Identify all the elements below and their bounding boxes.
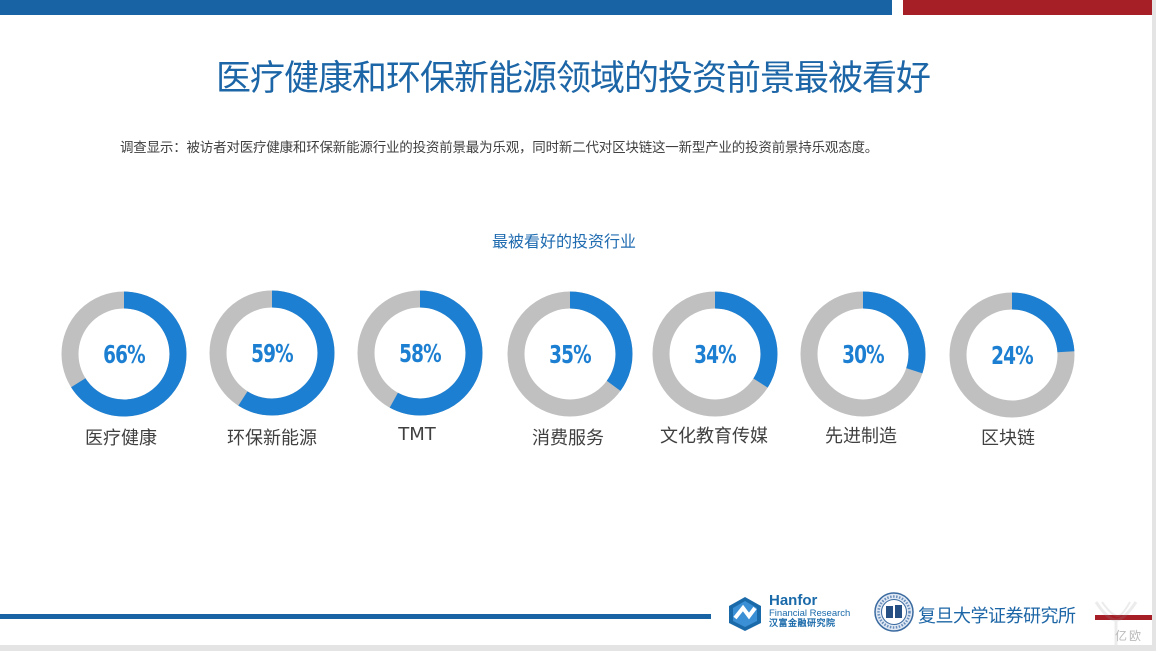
donut-arc-graphic [507,291,633,417]
donut-ring: 66% [61,291,187,417]
donut-value-arc [61,291,187,417]
donut-arc-graphic [949,292,1075,418]
chart-title: 最被看好的投资行业 [491,232,636,251]
fudan-institute-name: 复旦大学证券研究所 [918,606,1076,627]
top-accent-bar-red [903,0,1152,15]
donut-value-arc [652,291,778,417]
hanfor-subtitle: Financial Research [769,608,851,619]
donut-value-arc [800,291,926,417]
donut-ring: 34% [652,291,778,417]
donut-arc-graphic [61,291,187,417]
ring-label: 文化教育传媒 [660,426,768,447]
donut-ring: 35% [507,291,633,417]
yiou-watermark-icon [1094,601,1138,645]
bottom-accent-bar-blue [0,614,711,619]
ring-label: TMT [398,424,436,445]
ring-percentage: 59% [251,338,294,368]
donut-value-arc [357,290,483,416]
donut-value-arc [507,291,633,417]
ring-percentage: 34% [694,339,737,369]
ring-label: 环保新能源 [227,428,317,449]
donut-arc-graphic [652,291,778,417]
donut-ring: 59% [209,290,335,416]
donut-arc-graphic [357,290,483,416]
page-title: 医疗健康和环保新能源领域的投资前景最被看好 [215,59,931,99]
donut-arc-graphic [800,291,926,417]
ring-label: 区块链 [981,428,1035,449]
donut-value-arc [949,292,1075,418]
frame-bottom-border [0,645,1156,651]
donut-arc-graphic [209,290,335,416]
donut-ring: 24% [949,292,1075,418]
ring-percentage: 30% [842,339,885,369]
hanfor-brand: Hanfor Financial Research 汉富金融研究院 [769,593,850,629]
bottom-accent-bar-red [1095,615,1152,620]
donut-ring: 58% [357,290,483,416]
ring-label: 医疗健康 [85,428,157,449]
frame-right-border [1152,0,1156,651]
ring-percentage: 35% [549,339,592,369]
ring-percentage: 58% [399,338,442,368]
fudan-seal-icon [874,592,914,632]
ring-percentage: 24% [991,340,1034,370]
yiou-watermark-text: 亿欧 [1115,629,1144,643]
top-accent-bar-blue [0,0,892,15]
hanfor-chinese-name: 汉富金融研究院 [769,618,836,629]
donut-value-arc [209,290,335,416]
donut-ring: 30% [800,291,926,417]
ring-percentage: 66% [103,339,146,369]
ring-label: 消费服务 [532,428,604,449]
hanfor-name: Hanfor [769,592,818,609]
ring-label: 先进制造 [825,426,897,447]
hanfor-logo-icon [729,597,761,631]
page-subtitle: 调查显示：被访者对医疗健康和环保新能源行业的投资前景最为乐观，同时新二代对区块链… [120,140,879,156]
